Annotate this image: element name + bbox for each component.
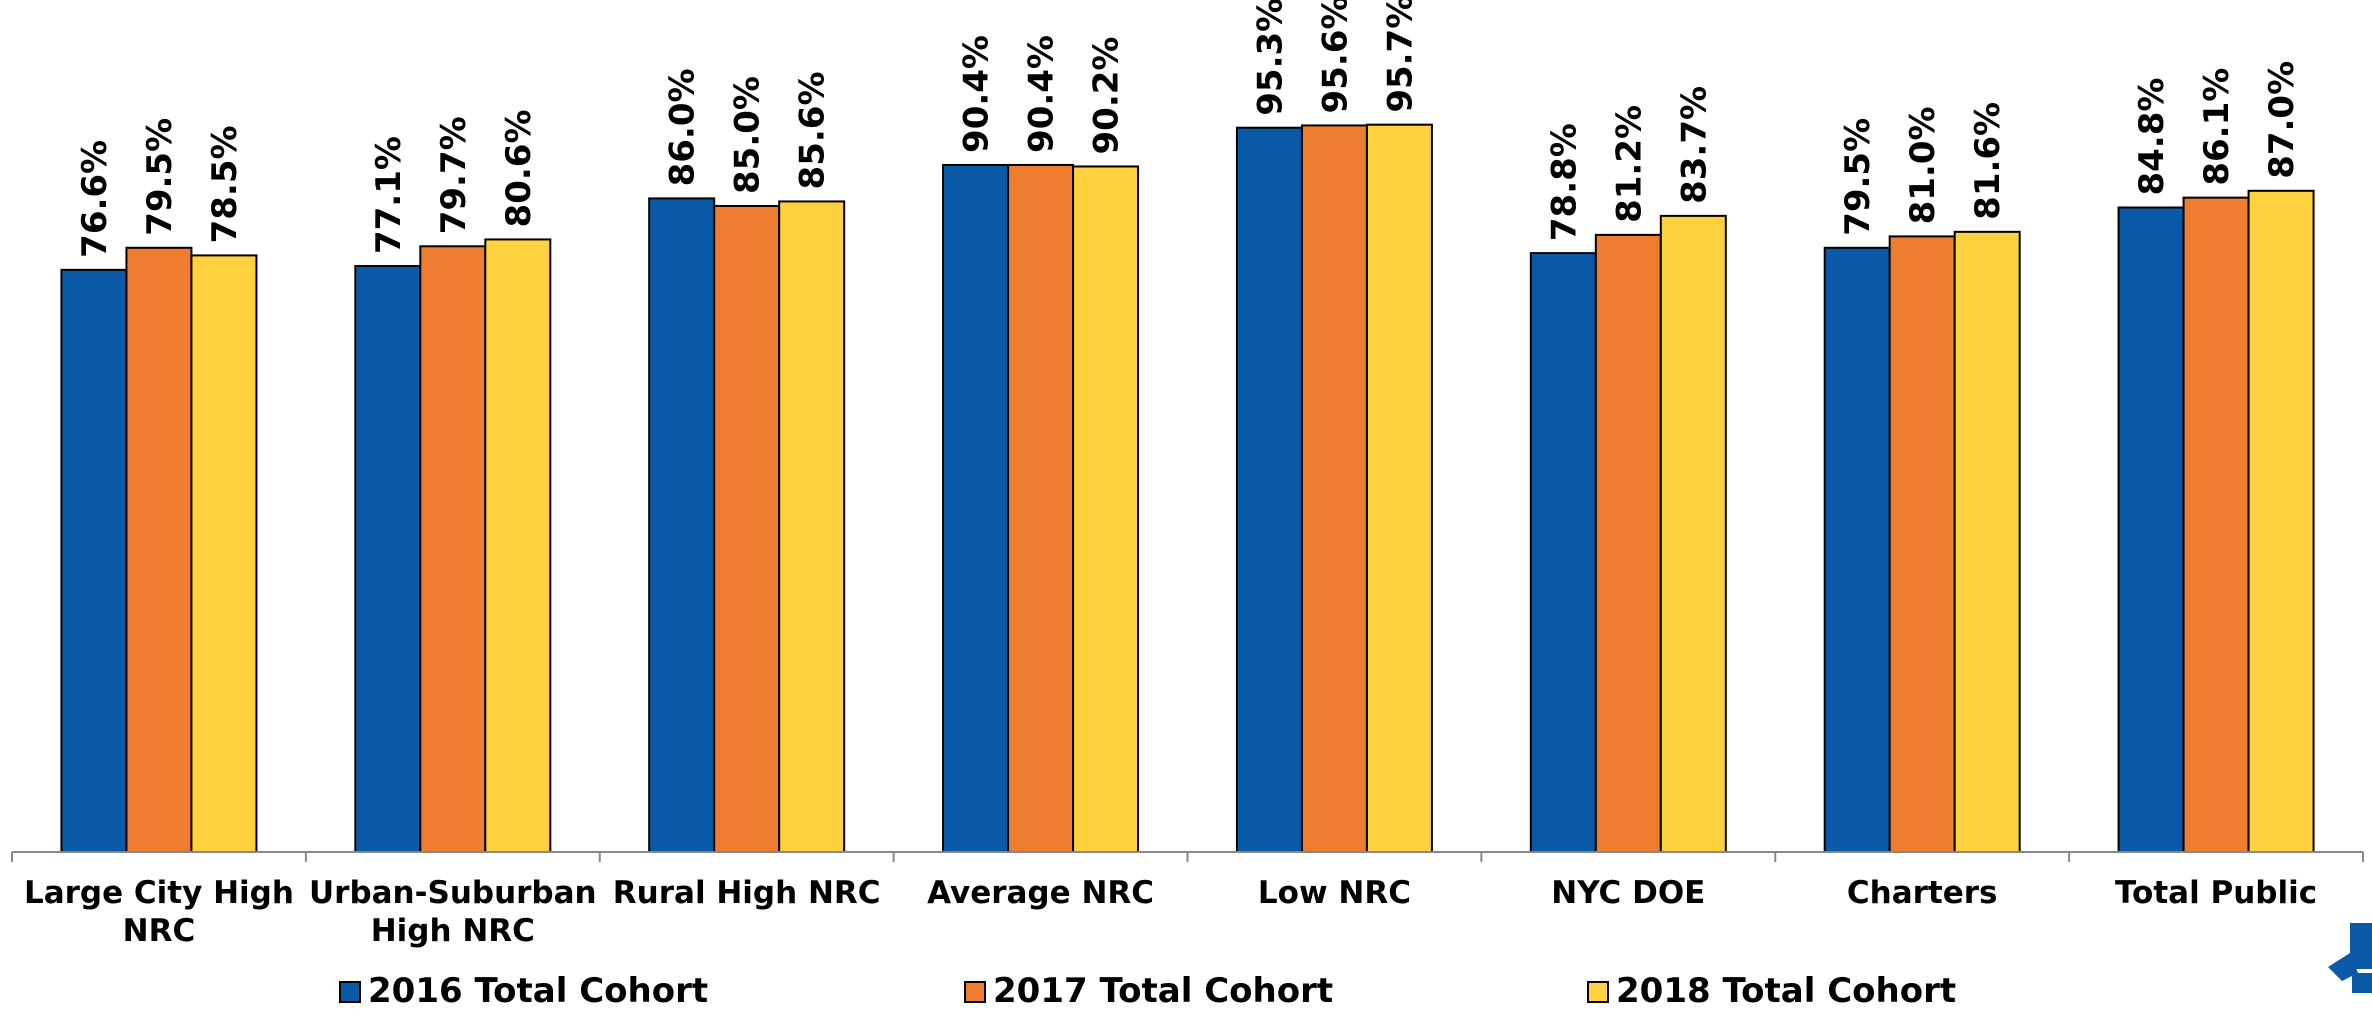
category-label: Rural High NRC — [613, 875, 881, 911]
bar — [1529, 252, 1597, 853]
bar — [1953, 230, 2021, 853]
bar-value-label: 90.4% — [1022, 35, 1062, 153]
bar — [1659, 214, 1727, 853]
bars-layer — [60, 123, 2315, 854]
bar — [1235, 126, 1303, 854]
bar-value-label: 90.2% — [1087, 37, 1127, 155]
bar-value-label: 80.6% — [499, 109, 539, 227]
bar — [419, 245, 487, 853]
bar-value-label: 78.5% — [205, 125, 245, 243]
bar — [1072, 165, 1140, 854]
bar-value-label: 78.8% — [1544, 123, 1584, 241]
bar-value-label: 87.0% — [2262, 61, 2302, 179]
bar-value-label: 81.2% — [1609, 105, 1649, 223]
bar — [1823, 246, 1891, 854]
category-label: Average NRC — [927, 875, 1154, 911]
legend-label: 2018 Total Cohort — [1616, 971, 1956, 1011]
bar-value-label: 90.4% — [957, 35, 997, 153]
bar-value-label: 95.7% — [1380, 0, 1420, 113]
bar — [1594, 233, 1662, 853]
legend-swatch — [1587, 981, 1609, 1003]
category-label: Total Public — [2115, 875, 2317, 911]
bar-value-label: 84.8% — [2132, 78, 2172, 196]
bar-value-label: 95.6% — [1315, 0, 1355, 113]
bar — [2182, 196, 2250, 853]
bar-value-label: 85.0% — [728, 76, 768, 194]
bar-value-label: 77.1% — [369, 136, 409, 254]
legend-swatch — [964, 981, 986, 1003]
bar-value-label: 81.0% — [1903, 106, 1943, 224]
bar — [1888, 235, 1956, 853]
bar — [354, 265, 422, 854]
x-axis — [11, 851, 2364, 862]
category-label: Low NRC — [1258, 875, 1411, 911]
bar-value-label: 79.5% — [140, 118, 180, 236]
bar-value-label: 86.1% — [2197, 68, 2237, 186]
legend-swatch — [339, 981, 361, 1003]
bar — [484, 238, 552, 853]
bar-value-label: 85.6% — [793, 71, 833, 189]
bar-value-label: 76.6% — [75, 140, 115, 258]
bar — [1007, 163, 1075, 853]
category-label: Charters — [1847, 875, 1998, 911]
bar — [1365, 123, 1433, 854]
bar — [125, 246, 193, 854]
category-label: Urban-Suburban — [309, 875, 597, 911]
bar — [778, 200, 846, 853]
bar — [60, 268, 128, 853]
bar — [2247, 189, 2315, 854]
bar — [2117, 206, 2185, 853]
bar — [648, 197, 716, 853]
bar-value-label: 81.6% — [1968, 102, 2008, 220]
bar — [713, 205, 781, 853]
bar — [190, 254, 258, 853]
bar — [1300, 124, 1368, 853]
bar-value-label: 79.5% — [1838, 118, 1878, 236]
value-labels-layer: 76.6% 79.5% 78.5% 77.1% 79.7% 80.6% 86.0% 85.0%… — [75, 0, 2302, 258]
bar-value-label: 95.3% — [1250, 0, 1290, 116]
bar — [942, 163, 1010, 853]
category-label: High NRC — [371, 913, 535, 949]
category-label: NYC DOE — [1551, 875, 1705, 911]
legend-label: 2016 Total Cohort — [368, 971, 708, 1011]
bar-value-label: 86.0% — [663, 68, 703, 186]
bar-value-label: 83.7% — [1674, 86, 1714, 204]
legend: 2016 Total Cohort 2017 Total Cohort 2018 T… — [339, 971, 1956, 1011]
category-label: Large City High — [24, 875, 294, 911]
logo-mark-icon — [2328, 923, 2372, 993]
category-label: NRC — [123, 913, 196, 949]
bar-value-label: 79.7% — [434, 116, 474, 234]
legend-label: 2017 Total Cohort — [993, 971, 1333, 1011]
